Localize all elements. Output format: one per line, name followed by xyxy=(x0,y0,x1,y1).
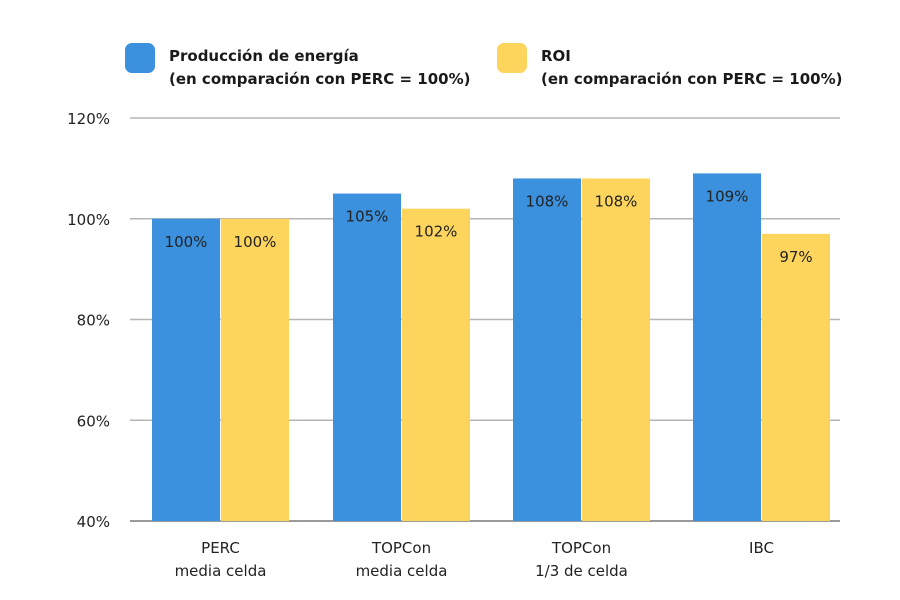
x-tick-label: TOPCon xyxy=(371,539,431,557)
bar xyxy=(333,193,401,521)
data-label: 97% xyxy=(779,248,812,266)
data-label: 100% xyxy=(165,233,208,251)
legend-swatch-production xyxy=(125,43,155,73)
legend-label-line2: (en comparación con PERC = 100%) xyxy=(541,70,843,88)
x-tick-label: PERC xyxy=(201,539,240,557)
legend-label-line1: Producción de energía xyxy=(169,47,359,65)
bar xyxy=(513,178,581,521)
bar xyxy=(762,233,830,522)
y-tick-label: 40% xyxy=(77,513,110,531)
bar xyxy=(582,178,650,521)
data-label: 102% xyxy=(415,223,458,241)
data-label: 100% xyxy=(234,233,277,251)
legend-label-line2: (en comparación con PERC = 100%) xyxy=(169,70,471,88)
x-tick-label: 1/3 de celda xyxy=(535,562,628,580)
data-label: 109% xyxy=(706,187,749,205)
legend-swatch-roi xyxy=(497,43,527,73)
legend-item-production: Producción de energía (en comparación co… xyxy=(125,43,470,91)
bar xyxy=(693,173,761,521)
bar xyxy=(152,218,220,521)
legend-item-roi: ROI (en comparación con PERC = 100%) xyxy=(497,43,842,91)
data-label: 108% xyxy=(526,192,569,210)
x-tick-label: media celda xyxy=(175,562,267,580)
bar xyxy=(221,218,289,521)
y-tick-label: 120% xyxy=(67,110,110,128)
x-tick-label: IBC xyxy=(749,539,774,557)
x-tick-label: TOPCon xyxy=(551,539,611,557)
x-tick-label: media celda xyxy=(356,562,448,580)
data-label: 105% xyxy=(346,208,389,226)
y-tick-label: 60% xyxy=(77,412,110,430)
y-tick-label: 100% xyxy=(67,211,110,229)
bar xyxy=(402,208,470,522)
y-tick-label: 80% xyxy=(77,312,110,330)
data-label: 108% xyxy=(595,192,638,210)
legend-label-line1: ROI xyxy=(541,47,571,65)
